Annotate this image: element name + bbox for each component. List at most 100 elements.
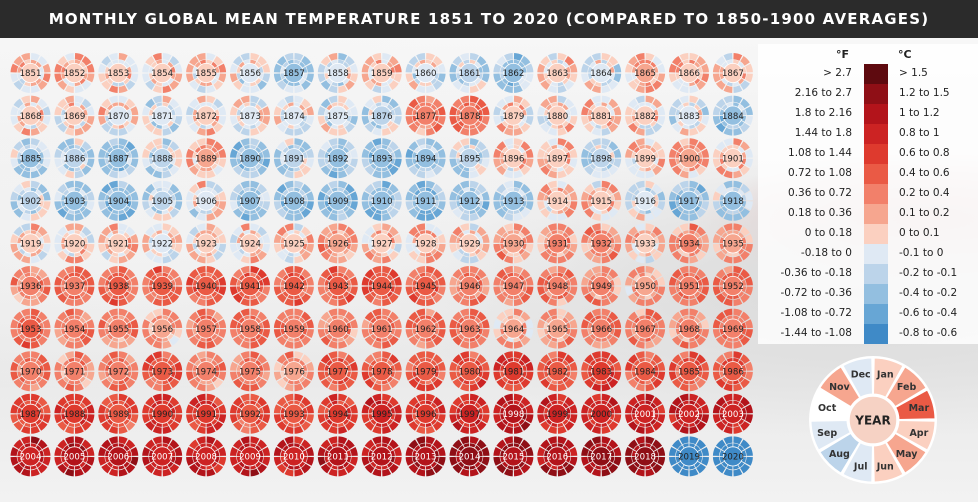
year-wheel-1976: 1976: [273, 351, 314, 392]
year-center: [371, 105, 392, 126]
month-segment-outer: [86, 319, 95, 329]
legend-swatch: [864, 324, 888, 344]
month-segment-outer: [10, 234, 19, 243]
month-segment-outer: [54, 106, 63, 116]
year-center: [503, 63, 524, 84]
month-segment-outer: [657, 404, 666, 414]
month-segment-outer: [689, 170, 699, 179]
month-segment-outer: [601, 468, 611, 477]
month-segment-outer: [10, 404, 19, 414]
month-segment-outer: [712, 148, 721, 158]
month-segment-outer: [733, 266, 743, 274]
year-label: 1924: [239, 240, 261, 250]
month-segment-outer: [162, 127, 172, 136]
year-wheel-1883: 1883: [669, 95, 709, 136]
year-label: 1930: [502, 240, 524, 250]
month-segment-outer: [284, 138, 294, 147]
month-segment-outer: [712, 456, 721, 466]
month-segment-outer: [537, 404, 546, 414]
month-segment-outer: [218, 319, 227, 329]
month-segment-outer: [584, 165, 594, 176]
month-segment-outer: [98, 371, 107, 381]
month-segment-outer: [57, 183, 68, 194]
month-segment-outer: [240, 212, 250, 221]
month-segment-outer: [42, 361, 51, 371]
month-segment-outer: [10, 286, 19, 296]
month-segment-outer: [733, 223, 743, 232]
month-segment-outer: [460, 298, 470, 306]
month-segment-outer: [262, 319, 270, 329]
month-segment-outer: [98, 148, 107, 158]
month-segment-outer: [262, 63, 270, 73]
year-center: [108, 63, 129, 84]
month-segment-outer: [372, 383, 382, 392]
month-segment-outer: [733, 95, 743, 104]
month-segment-outer: [250, 425, 260, 434]
month-segment-outer: [645, 468, 655, 477]
month-segment-outer: [30, 383, 40, 392]
month-segment-outer: [437, 456, 446, 466]
year-label: 1922: [151, 240, 173, 250]
month-segment-outer: [452, 183, 463, 194]
month-segment-outer: [108, 383, 118, 392]
month-segment-outer: [218, 371, 227, 381]
month-segment-outer: [328, 170, 338, 179]
year-wheel-1998: 1998: [493, 393, 534, 434]
month-segment-outer: [338, 223, 348, 232]
month-segment-outer: [294, 393, 304, 402]
month-segment-outer: [30, 170, 40, 179]
month-segment-outer: [130, 148, 139, 158]
month-segment-outer: [74, 351, 84, 360]
month-segment-outer: [273, 116, 282, 125]
month-segment-outer: [504, 383, 513, 392]
month-segment-outer: [74, 255, 84, 264]
month-segment-outer: [152, 383, 162, 392]
month-segment-outer: [625, 243, 633, 253]
year-label: 1987: [20, 410, 42, 420]
month-segment-outer: [54, 158, 63, 168]
month-segment-outer: [635, 298, 645, 306]
month-segment-outer: [569, 447, 578, 456]
month-segment-outer: [74, 393, 84, 402]
month-segment-outer: [715, 56, 726, 66]
month-segment-outer: [525, 404, 534, 414]
month-segment-outer: [745, 201, 753, 211]
month-segment-outer: [408, 122, 419, 133]
legend-swatch: [864, 264, 888, 284]
month-segment-outer: [294, 127, 304, 136]
month-segment-outer: [42, 276, 51, 286]
month-segment-outer: [723, 212, 733, 221]
month-segment-outer: [745, 447, 753, 456]
month-segment-outer: [42, 116, 51, 125]
month-segment-outer: [701, 106, 709, 116]
year-center: [635, 148, 656, 169]
month-segment-outer: [460, 127, 470, 136]
month-segment-outer: [547, 180, 557, 189]
month-segment-outer: [547, 53, 557, 61]
month-segment-outer: [54, 243, 63, 253]
month-segment-outer: [449, 63, 458, 73]
month-segment-outer: [416, 255, 426, 264]
month-segment-outer: [186, 276, 194, 286]
month-segment-outer: [689, 425, 699, 434]
month-segment-outer: [696, 208, 706, 218]
month-segment-outer: [481, 191, 490, 201]
month-segment-outer: [328, 393, 338, 402]
month-segment-outer: [233, 98, 243, 109]
month-segment-outer: [591, 85, 601, 93]
month-segment-outer: [701, 361, 709, 371]
month-segment-outer: [469, 170, 479, 179]
year-label: 1929: [459, 240, 481, 250]
month-segment-outer: [10, 243, 19, 253]
year-center: [635, 190, 656, 211]
month-segment-outer: [218, 361, 227, 371]
year-label: 1851: [20, 69, 42, 79]
month-segment-outer: [240, 53, 250, 61]
month-segment-outer: [525, 329, 534, 338]
year-center: [415, 190, 436, 211]
month-segment-outer: [426, 170, 435, 179]
year-wheel-1981: 1981: [493, 351, 534, 392]
month-segment-outer: [65, 95, 74, 104]
month-segment-outer: [294, 340, 304, 349]
month-segment-outer: [591, 212, 601, 221]
